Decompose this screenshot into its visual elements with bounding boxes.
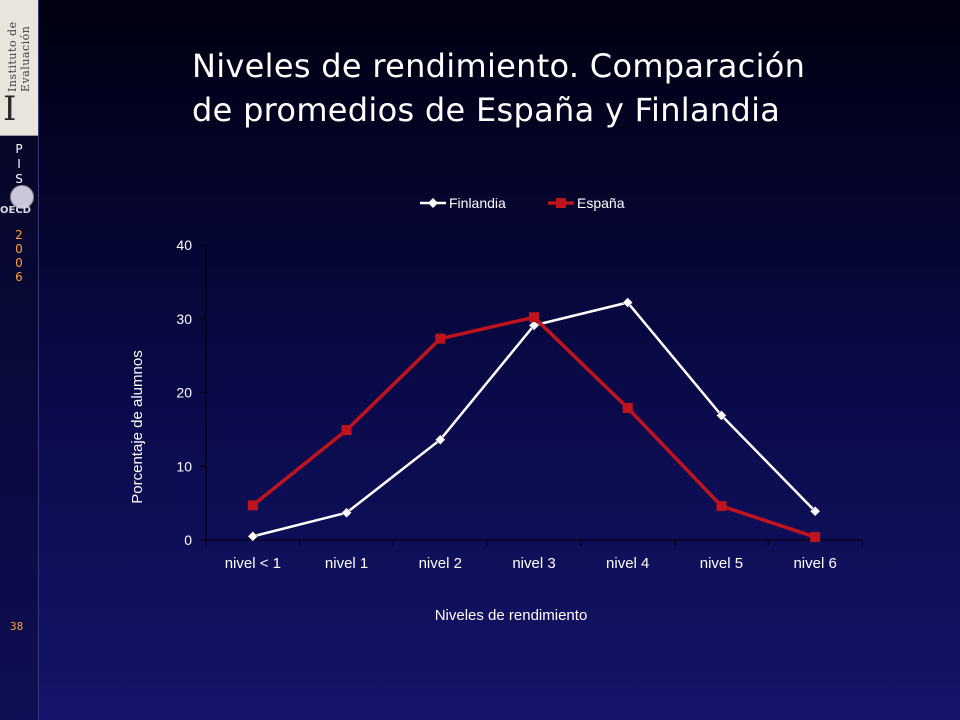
x-tick-label: nivel 6 xyxy=(793,555,836,572)
series-finlandia xyxy=(247,297,821,542)
x-tick-label: nivel < 1 xyxy=(225,555,281,572)
data-point-square xyxy=(529,312,539,323)
data-point-diamond xyxy=(716,410,727,421)
y-axis-label: Porcentaje de alumnos xyxy=(129,350,146,503)
series-line xyxy=(252,301,817,538)
data-point-square xyxy=(247,500,258,511)
data-point-diamond xyxy=(622,297,634,308)
oecd-label: OECD xyxy=(0,205,31,216)
y-tick-label: 0 xyxy=(184,532,192,548)
series-line xyxy=(251,315,816,539)
pisa-label: P I S xyxy=(8,142,30,187)
chart-series xyxy=(247,297,821,543)
year-digit: 6 xyxy=(15,270,23,284)
chart-legend: Finlandia España xyxy=(420,195,625,211)
data-point-square xyxy=(435,333,446,344)
x-axis-label: Niveles de rendimiento xyxy=(435,607,588,624)
year-digit: 0 xyxy=(15,256,23,270)
data-point-diamond xyxy=(809,505,821,517)
legend-item-espana: España xyxy=(548,195,625,211)
legend-label: Finlandia xyxy=(449,195,506,211)
oecd-globe-icon xyxy=(10,185,34,209)
x-tick-label: nivel 2 xyxy=(419,555,462,572)
x-tick-label: nivel 5 xyxy=(700,555,743,572)
data-point-diamond xyxy=(341,507,352,519)
data-point-square xyxy=(716,501,727,512)
slide-title-line-2: de promedios de España y Finlandia xyxy=(192,91,781,129)
y-tick-label: 10 xyxy=(176,458,192,474)
data-point-square xyxy=(810,532,821,543)
x-tick-label: nivel 3 xyxy=(512,555,555,572)
data-point-diamond xyxy=(434,434,446,446)
y-tick-label: 20 xyxy=(176,385,192,401)
legend-label: España xyxy=(577,195,625,211)
pisa-letter: P xyxy=(15,142,23,156)
legend-marker xyxy=(556,198,566,208)
data-point-square xyxy=(341,425,352,436)
page-number: 38 xyxy=(10,620,24,633)
instituto-logo: Instituto de Evaluación I xyxy=(0,0,38,136)
year-digit: 2 xyxy=(15,228,23,242)
x-tick-label: nivel 4 xyxy=(606,555,649,572)
legend-item-finlandia: Finlandia xyxy=(420,195,506,211)
y-tick-label: 40 xyxy=(176,237,192,253)
pisa-letter: I xyxy=(17,157,21,171)
series-espana xyxy=(247,312,821,543)
sidebar: Instituto de Evaluación I P I S OECD 2 0… xyxy=(0,0,39,720)
pisa-letter: S xyxy=(15,172,23,186)
data-point-square xyxy=(622,402,633,413)
legend-marker xyxy=(428,198,438,208)
chart-axes: 0 10 20 30 40 nivel < 1 nivel 1 nivel 2 nivel 3 n… xyxy=(176,237,863,572)
year-label: 2 0 0 6 xyxy=(8,228,30,284)
year-digit: 0 xyxy=(15,242,23,256)
slide-title: Niveles de rendimiento. Comparación de p… xyxy=(192,44,912,132)
y-tick-label: 30 xyxy=(176,311,192,327)
x-tick-label: nivel 1 xyxy=(325,555,368,572)
slide-title-line-1: Niveles de rendimiento. Comparación xyxy=(192,47,806,85)
data-point-diamond xyxy=(247,530,259,542)
data-point-diamond xyxy=(528,320,540,331)
logo-initial: I xyxy=(3,89,17,129)
